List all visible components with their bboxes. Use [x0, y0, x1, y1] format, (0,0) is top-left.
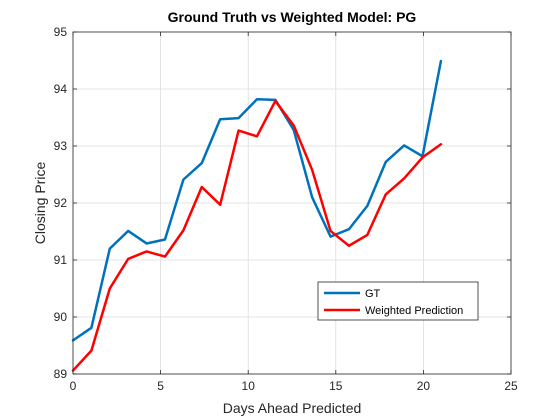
- chart-title: Ground Truth vs Weighted Model: PG: [168, 9, 417, 25]
- y-tick-label: 93: [54, 139, 68, 153]
- x-tick-label: 10: [242, 379, 256, 393]
- x-axis-label: Days Ahead Predicted: [223, 400, 362, 416]
- y-tick-label: 91: [54, 253, 68, 267]
- series-layer: [71, 59, 443, 372]
- series-line-gt: [71, 59, 443, 342]
- x-tick-label: 5: [157, 379, 164, 393]
- legend-label-weighted-prediction: Weighted Prediction: [365, 305, 463, 317]
- legend-box: [317, 281, 479, 321]
- y-axis-label: Closing Price: [32, 162, 48, 245]
- series-line-weighted-prediction: [71, 99, 443, 372]
- x-tick-label: 25: [504, 379, 518, 393]
- y-tick-label: 89: [54, 367, 68, 381]
- legend: GT Weighted Prediction: [317, 281, 479, 321]
- axis-ticks: 0 5 10 15 20 25 89 90 91 92 93 94 95: [54, 25, 518, 393]
- y-tick-label: 90: [54, 310, 68, 324]
- legend-label-gt: GT: [365, 288, 381, 300]
- y-tick-label: 94: [54, 82, 68, 96]
- x-tick-label: 15: [329, 379, 343, 393]
- x-tick-label: 20: [417, 379, 431, 393]
- y-tick-label: 92: [54, 196, 68, 210]
- x-tick-label: 0: [70, 379, 77, 393]
- y-tick-label: 95: [54, 25, 68, 39]
